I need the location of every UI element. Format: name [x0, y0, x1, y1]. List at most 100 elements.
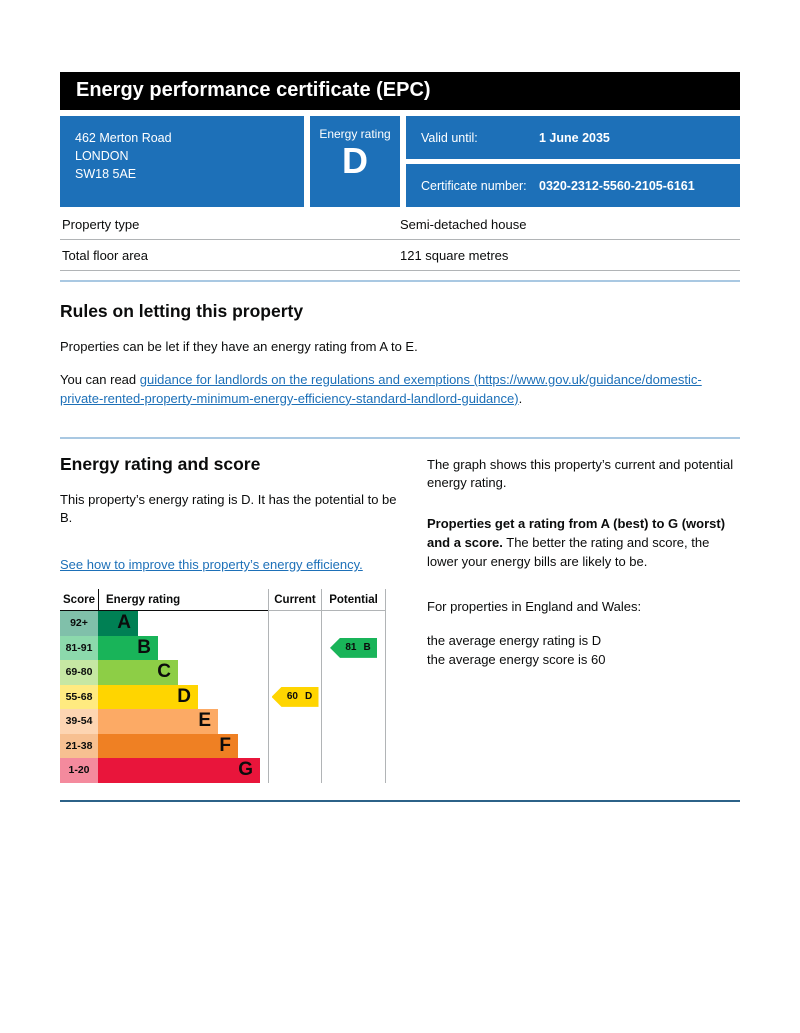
band-bar-f: F	[98, 733, 238, 759]
band-bar-b: B	[98, 635, 158, 661]
property-details-table: Property type Semi-detached house Total …	[60, 209, 740, 271]
band-bar-area-e: E	[98, 709, 268, 734]
address-line-3: SW18 5AE	[75, 167, 137, 182]
epc-band-row-a: 92+ A	[60, 611, 386, 636]
rating-summary-paragraph: This property’s energy rating is D. It h…	[60, 491, 397, 526]
potential-column-cell-f	[321, 733, 386, 759]
section-divider	[60, 436, 740, 439]
floor-area-label: Total floor area	[62, 248, 148, 263]
floor-area-value: 121 square metres	[400, 248, 509, 263]
epc-band-row-d: 55-68 D 60 D	[60, 684, 386, 710]
guidance-paragraph: You can read guidance for landlords on t…	[60, 371, 740, 409]
band-score-range-a: 92+	[60, 611, 98, 636]
energy-rating-value: D	[342, 140, 368, 181]
certificate-number-value: 0320-2312-5560-2105-6161	[539, 178, 695, 193]
band-bar-area-a: A	[98, 611, 268, 636]
energy-rating-column-header: Energy rating	[98, 589, 268, 612]
band-bar-area-c: C	[98, 660, 268, 685]
band-score-range-g: 1-20	[60, 758, 98, 783]
graph-description-paragraph: The graph shows this property’s current …	[427, 456, 734, 491]
energy-rating-panel: Energy rating D	[310, 116, 400, 207]
potential-rating-arrow: 81 B	[330, 637, 377, 658]
rating-left-column: Energy rating and score This property’s …	[60, 454, 400, 783]
rating-section-heading: Energy rating and score	[60, 453, 261, 474]
current-column-cell-b	[268, 635, 321, 661]
potential-band-letter: B	[363, 642, 371, 654]
band-bar-a: A	[98, 611, 138, 636]
band-bar-area-g: G	[98, 758, 268, 783]
certificate-title-bar: Energy performance certificate (EPC)	[60, 72, 740, 110]
score-column-header: Score	[60, 589, 98, 612]
energy-rating-section: Energy rating and score This property’s …	[60, 454, 740, 783]
potential-column-cell-a	[321, 611, 386, 636]
current-score-value: 60	[286, 691, 298, 703]
current-column-cell-c	[268, 660, 321, 685]
band-bar-g: G	[98, 758, 260, 783]
address-line-2: LONDON	[75, 149, 129, 164]
epc-rating-chart: Score Energy rating Current Potential 92…	[60, 589, 386, 783]
epc-band-row-c: 69-80 C	[60, 660, 386, 685]
potential-score-value: 81	[345, 642, 357, 654]
epc-band-row-f: 21-38 F	[60, 733, 386, 759]
current-column-cell-e	[268, 709, 321, 734]
current-rating-arrow: 60 D	[271, 686, 319, 707]
potential-column-cell-e	[321, 709, 386, 734]
certificate-number-label: Certificate number:	[421, 178, 527, 193]
potential-column-cell-d	[321, 684, 386, 710]
band-bar-area-b: B	[98, 635, 268, 661]
landlord-guidance-link[interactable]: guidance for landlords on the regulation…	[60, 371, 702, 406]
band-bar-area-f: F	[98, 733, 268, 759]
bottom-divider	[60, 799, 740, 802]
epc-chart-body: 92+ A 81-91 B 81 B 69-80 C 55-68 D 60 D 39-54 E 21-38 F…	[60, 611, 386, 783]
band-score-range-d: 55-68	[60, 684, 98, 710]
band-score-range-b: 81-91	[60, 635, 98, 661]
epc-band-row-g: 1-20 G	[60, 758, 386, 783]
rating-explainer-paragraph: Properties get a rating from A (best) to…	[427, 515, 740, 572]
table-row: Total floor area 121 square metres	[60, 240, 740, 271]
epc-band-row-e: 39-54 E	[60, 709, 386, 734]
band-bar-d: D	[98, 684, 198, 710]
average-score-line: the average energy score is 60	[427, 652, 606, 668]
valid-until-row: Valid until: 1 June 2035	[406, 116, 740, 159]
current-column-cell-f	[268, 733, 321, 759]
valid-until-label: Valid until:	[421, 130, 478, 145]
validity-panel: Valid until: 1 June 2035 Certificate num…	[406, 116, 740, 207]
section-divider	[60, 280, 740, 282]
certificate-title: Energy performance certificate (EPC)	[76, 79, 431, 101]
rating-explainer-rest: The better the rating and score, the low…	[427, 535, 710, 569]
rating-explainer-bold: Properties get a rating from A (best) to…	[427, 516, 726, 551]
table-row: Property type Semi-detached house	[60, 209, 740, 240]
band-bar-c: C	[98, 660, 178, 685]
property-address-panel: 462 Merton Road LONDON SW18 5AE	[60, 116, 304, 207]
current-band-letter: D	[304, 691, 313, 703]
property-type-value: Semi-detached house	[400, 217, 527, 232]
potential-column-header: Potential	[321, 589, 386, 612]
epc-band-row-b: 81-91 B 81 B	[60, 635, 386, 661]
current-column-header: Current	[268, 589, 321, 612]
guidance-text-prefix: You can read	[60, 371, 140, 387]
current-column-cell-d: 60 D	[268, 684, 321, 710]
band-bar-area-d: D	[98, 684, 268, 710]
band-score-range-c: 69-80	[60, 660, 98, 685]
england-wales-paragraph: For properties in England and Wales:	[427, 598, 642, 614]
guidance-text-suffix: .	[518, 390, 523, 406]
band-score-range-f: 21-38	[60, 733, 98, 759]
rating-right-column: The graph shows this property’s current …	[427, 454, 740, 783]
average-rating-line: the average energy rating is D	[427, 632, 602, 648]
property-type-label: Property type	[62, 217, 140, 232]
rules-section-heading: Rules on letting this property	[60, 301, 304, 321]
potential-column-cell-g	[321, 758, 386, 783]
potential-column-cell-b: 81 B	[321, 635, 386, 661]
certificate-number-row: Certificate number: 0320-2312-5560-2105-…	[406, 164, 740, 207]
potential-column-cell-c	[321, 660, 386, 685]
current-column-cell-g	[268, 758, 321, 783]
improve-efficiency-link[interactable]: See how to improve this property’s energ…	[60, 557, 363, 573]
address-line-1: 462 Merton Road	[75, 131, 172, 145]
epc-chart-header: Score Energy rating Current Potential	[60, 589, 386, 612]
valid-until-value: 1 June 2035	[539, 130, 610, 145]
band-score-range-e: 39-54	[60, 709, 98, 734]
energy-rating-label: Energy rating	[319, 127, 391, 141]
current-column-cell-a	[268, 611, 321, 636]
epc-certificate-page: Energy performance certificate (EPC) 462…	[60, 72, 740, 802]
certificate-summary-box: 462 Merton Road LONDON SW18 5AE Energy r…	[60, 116, 740, 207]
